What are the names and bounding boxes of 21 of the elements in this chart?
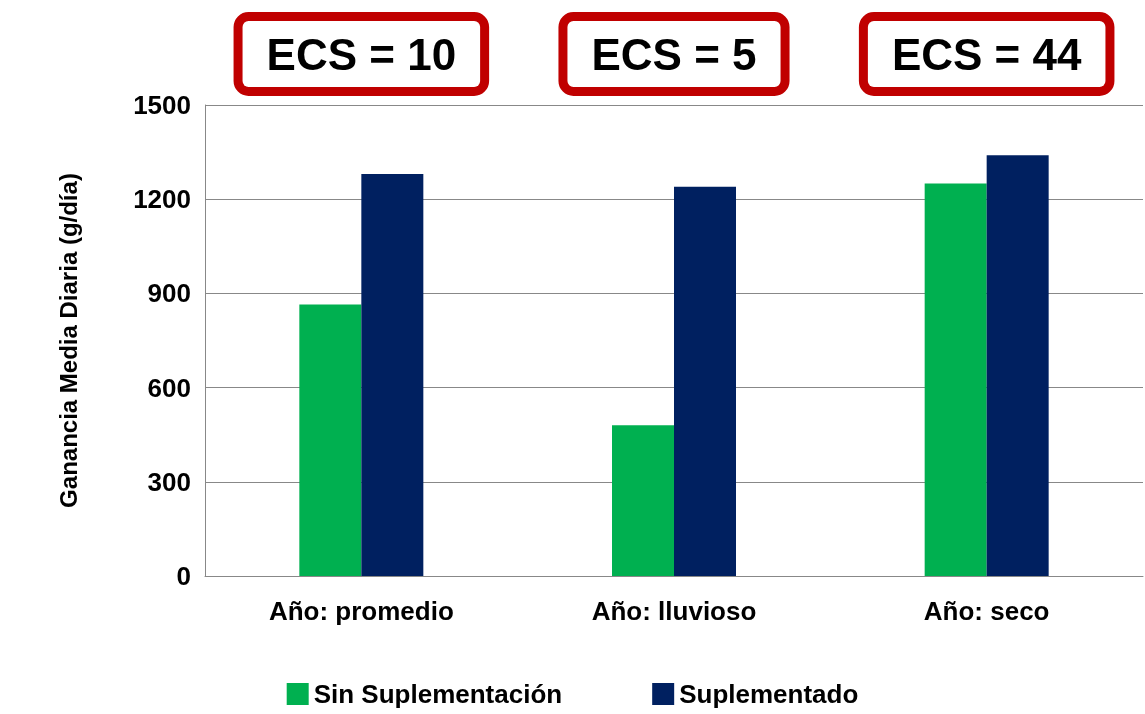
x-tick-label: Año: lluvioso — [591, 596, 757, 626]
bar — [361, 174, 424, 576]
bar — [612, 425, 674, 576]
text: ECS = 44 — [891, 29, 1082, 79]
text: ECS = 5 — [591, 29, 757, 79]
x-tick-label: Año: seco — [923, 596, 1050, 626]
legend-label: Suplementado — [679, 679, 859, 709]
y-tick-label: 600 — [147, 372, 191, 403]
y-tick-label: 0 — [176, 561, 191, 591]
y-tick-label: 1200 — [133, 184, 191, 215]
x-tick-label: Año: promedio — [268, 596, 454, 626]
bar — [986, 155, 1049, 576]
bar — [299, 304, 362, 576]
y-tick-label: 1500 — [133, 90, 191, 120]
text: ECS = 10 — [266, 29, 457, 79]
y-axis-title: Ganancia Media Diaria (g/día) — [54, 173, 82, 508]
y-tick-label: 300 — [147, 466, 191, 497]
legend-label: Sin Suplementación — [313, 679, 563, 709]
bar — [924, 183, 987, 576]
y-tick-label: 900 — [147, 278, 191, 309]
bar — [674, 186, 736, 576]
